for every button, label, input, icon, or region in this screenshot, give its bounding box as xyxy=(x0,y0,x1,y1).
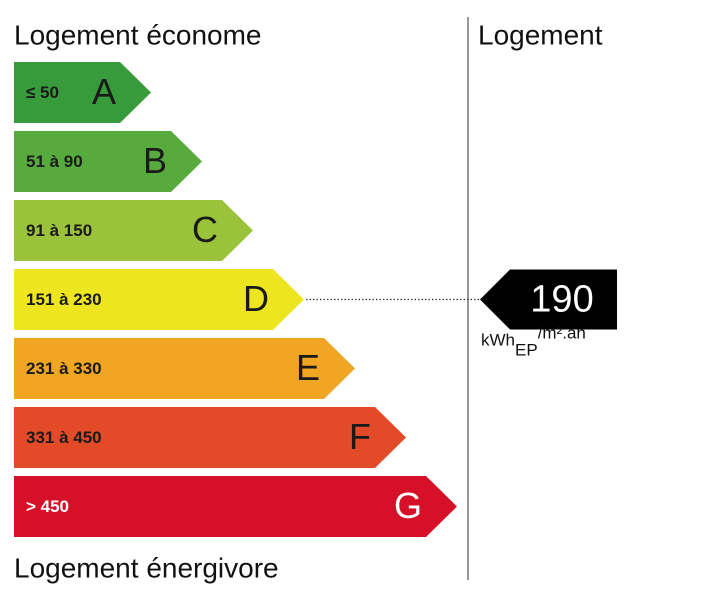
unit-sub: EP xyxy=(515,341,538,360)
class-letter: D xyxy=(243,278,269,319)
bottom-label: Logement énergivore xyxy=(14,552,279,583)
class-letter: C xyxy=(192,209,218,250)
class-range: 331 à 450 xyxy=(26,428,102,447)
rating-arrow xyxy=(480,269,617,330)
class-bar xyxy=(14,476,457,537)
class-range: 91 à 150 xyxy=(26,221,92,240)
class-range: 151 à 230 xyxy=(26,290,102,309)
rating-value: 190 xyxy=(530,279,593,321)
class-bar xyxy=(14,62,151,123)
class-letter: E xyxy=(296,347,320,388)
top-label: Logement économe xyxy=(14,19,262,50)
class-bar xyxy=(14,200,253,261)
column-header: Logement xyxy=(478,19,603,50)
unit-main: kWh xyxy=(481,331,515,350)
class-bar xyxy=(14,131,202,192)
class-range: 51 à 90 xyxy=(26,152,83,171)
class-range: 231 à 330 xyxy=(26,359,102,378)
class-range: > 450 xyxy=(26,497,69,516)
class-letter: A xyxy=(92,71,116,112)
class-letter: G xyxy=(394,485,422,526)
class-range: ≤ 50 xyxy=(26,83,59,102)
class-bar xyxy=(14,269,304,330)
class-letter: B xyxy=(143,140,167,181)
class-letter: F xyxy=(349,416,371,457)
unit-sup: /m².an xyxy=(538,324,586,343)
class-bar xyxy=(14,338,355,399)
rating-unit: kWhEP/m².an xyxy=(481,324,586,360)
class-bar xyxy=(14,407,406,468)
